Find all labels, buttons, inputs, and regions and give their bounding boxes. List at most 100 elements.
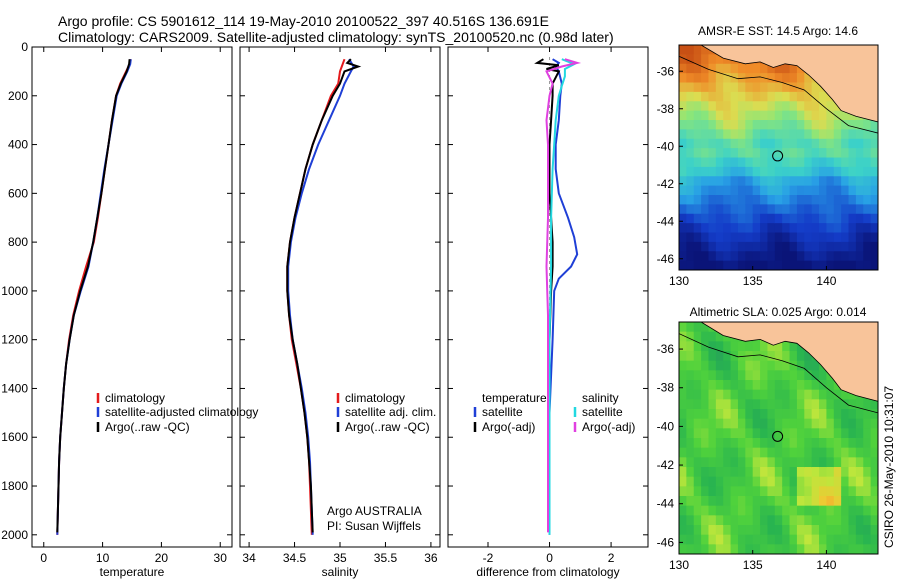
map-cell [870,428,878,439]
map-cell [855,120,864,130]
map-cell [848,176,857,187]
map-cell [811,418,820,429]
legend-label-argo: Argo(..raw -QC) [345,420,430,434]
map-cell [804,505,813,516]
map-cell [848,251,857,262]
map-cell [715,418,724,429]
map-cell [679,223,687,234]
map-cell [745,91,754,102]
map-cell [693,322,702,333]
map-cell [804,251,813,262]
map-cell [760,418,769,429]
map-cell [745,176,754,187]
legend-label-temp-argo: Argo(-adj) [482,420,535,434]
map-cell [811,213,820,224]
map-cell [870,213,878,224]
map-cell [752,73,761,84]
map-cell [701,176,710,187]
map-cell [833,148,842,159]
map-cell [819,409,828,420]
map-cell [737,496,746,507]
map-cell [767,438,776,449]
map-cell [730,251,739,262]
map-cell [708,120,717,130]
map-cell [693,251,702,262]
map-cell [715,110,724,121]
map-cell [679,73,687,84]
map-cell [796,251,805,262]
map-cell [804,91,813,102]
map-cell [679,120,687,130]
map-cell [686,232,695,243]
land-mass [700,45,878,123]
map-cell [715,515,724,526]
map-cell [767,525,776,536]
map-cell [715,223,724,234]
map-cell [686,251,695,262]
map-cell [774,110,783,121]
map-cell [737,148,746,159]
x-tick-label: 36 [424,551,438,565]
map-cell [760,525,769,536]
map-cell [811,260,820,270]
map-cell [833,176,842,187]
map-cell [752,185,761,196]
map-cell [686,496,695,507]
map-cell [752,63,761,74]
map-cell [833,120,842,130]
y-tick-label: 2000 [1,528,28,542]
map-cell [863,457,872,468]
map-cell [782,110,791,121]
depth-contour [679,333,878,414]
map-cell [804,241,813,252]
map-cell [693,73,702,84]
map-cell [693,157,702,168]
map-cell [745,486,754,497]
map-cell [855,399,864,410]
map-cell [774,166,783,177]
map-cell [804,360,813,371]
map-cell [841,525,850,536]
map-cell [737,418,746,429]
map-cell [811,129,820,140]
map-cell [855,409,864,420]
map-cell [679,91,687,102]
map-cell [745,129,754,140]
map-cell [730,476,739,487]
map-cell [701,467,710,478]
map-cell [693,110,702,121]
map-cell [870,241,878,252]
map-cell [701,129,710,140]
map-cell [752,351,761,362]
map-cell [870,185,878,196]
map-cell [760,467,769,478]
map-cell [789,399,798,410]
map-cell [841,213,850,224]
map-cell [826,534,835,545]
map-cell [760,185,769,196]
map-cell [767,544,776,554]
map-cell [774,418,783,429]
map-cell [774,241,783,252]
map-cell [708,101,717,112]
map-cell [730,457,739,468]
map-cell [715,176,724,187]
map-cell [679,505,687,516]
map-cell [715,138,724,149]
map-cell [715,213,724,224]
map-cell [730,525,739,536]
map-cell [679,157,687,168]
map-cell [737,185,746,196]
map-cell [723,534,732,545]
map-cell [715,360,724,371]
x-tick-label: 34 [242,551,256,565]
map-cell [737,63,746,74]
map-cell [723,223,732,234]
map-cell [855,241,864,252]
map-cell [679,176,687,187]
map-cell [679,166,687,177]
map-cell [789,91,798,102]
map-cell [819,515,828,526]
map-cell [693,138,702,149]
